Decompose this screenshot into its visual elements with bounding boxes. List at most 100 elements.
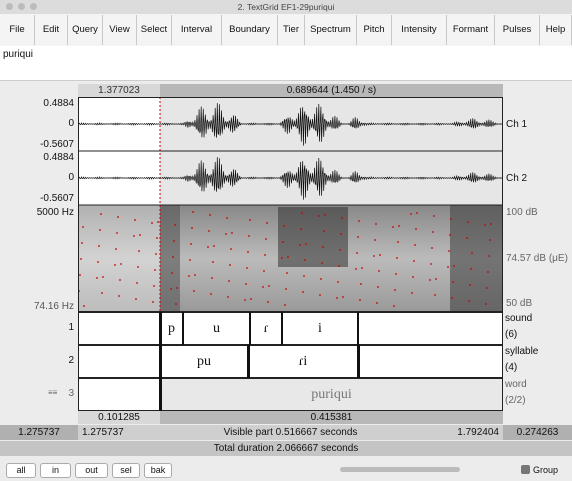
formant-dot (324, 214, 326, 216)
formant-dot (450, 218, 452, 220)
button[interactable]: out (75, 463, 108, 478)
ch2-max: 0.4884 (0, 152, 74, 163)
menu-item[interactable]: File (0, 15, 35, 45)
formant-dot (134, 219, 136, 221)
formant-dot (81, 242, 83, 244)
formant-dot (415, 228, 417, 230)
menu-item[interactable]: Help (540, 15, 572, 45)
boundary[interactable] (247, 345, 250, 378)
formant-dot (188, 275, 190, 277)
formant-dot (301, 212, 303, 214)
tier-number[interactable]: 1 (0, 322, 74, 333)
time-bottom-selection: 0.415381 (160, 412, 503, 423)
text-field[interactable] (0, 46, 572, 81)
formant-dot (247, 251, 249, 253)
interval-label[interactable]: u (183, 312, 250, 345)
time-selection: 0.689644 (1.450 / s) (160, 85, 503, 96)
formant-dot (373, 255, 375, 257)
ch1-zero: 0 (0, 118, 74, 129)
menu-item[interactable]: Tier (278, 15, 305, 45)
formant-dot (138, 250, 140, 252)
menu-item[interactable]: Formant (447, 15, 495, 45)
formant-dot (263, 270, 265, 272)
tier-number[interactable]: 3 (0, 388, 74, 399)
formant-dot (284, 304, 286, 306)
tier-count: (6) (505, 329, 517, 340)
tier-left-cell[interactable] (78, 312, 161, 345)
interval-label[interactable]: p (160, 312, 183, 345)
formant-dot (249, 219, 251, 221)
menu-item[interactable]: Query (68, 15, 103, 45)
formant-dot (411, 292, 413, 294)
menu-item[interactable]: Pulses (495, 15, 540, 45)
formant-dot (231, 232, 233, 234)
menu-item[interactable]: Interval (172, 15, 222, 45)
formant-dot (449, 234, 451, 236)
formant-dot (393, 305, 395, 307)
formant-dot (359, 299, 361, 301)
interval-label[interactable]: ɾ (250, 312, 282, 345)
boundary[interactable] (159, 378, 162, 411)
formant-dot (157, 221, 159, 223)
tier-left-cell[interactable] (78, 345, 161, 378)
boundary[interactable] (182, 312, 184, 345)
formant-dot (137, 266, 139, 268)
boundary[interactable] (357, 345, 360, 378)
tier-count: (4) (505, 362, 517, 373)
formant-dot (190, 243, 192, 245)
button[interactable]: bak (144, 463, 172, 478)
text-field-content: puriqui (3, 49, 33, 60)
formant-dot (250, 298, 252, 300)
visible-end: 1.792404 (400, 427, 499, 438)
menu-item[interactable]: Pitch (357, 15, 392, 45)
scrollbar[interactable] (340, 467, 460, 472)
formant-dot (262, 286, 264, 288)
formant-dot (453, 265, 455, 267)
menu-item[interactable]: View (103, 15, 137, 45)
formant-dot (245, 283, 247, 285)
boundary[interactable] (357, 312, 359, 345)
interval-label[interactable]: pu (160, 345, 248, 378)
formant-dot (394, 289, 396, 291)
formant-dot (361, 267, 363, 269)
boundary[interactable] (159, 345, 162, 378)
formant-dot (486, 287, 488, 289)
interval-label[interactable]: puriqui (160, 378, 503, 411)
tier-number[interactable]: 2 (0, 355, 74, 366)
group-checkbox[interactable] (521, 465, 530, 474)
ch2-zero: 0 (0, 172, 74, 183)
boundary[interactable] (159, 312, 162, 345)
button[interactable]: in (40, 463, 71, 478)
formant-dot (355, 268, 357, 270)
formant-dot (264, 254, 266, 256)
formant-dot (98, 245, 100, 247)
formant-dot (452, 281, 454, 283)
formant-dot (357, 236, 359, 238)
formant-dot (377, 286, 379, 288)
menu-item[interactable]: Spectrum (305, 15, 357, 45)
formant-dot (79, 274, 81, 276)
tier-name: syllable (505, 346, 538, 357)
interval-label[interactable]: i (282, 312, 358, 345)
formant-dot (207, 246, 209, 248)
formant-dot (286, 272, 288, 274)
formant-dot (244, 299, 246, 301)
interval-label[interactable]: ɾi (248, 345, 358, 378)
button[interactable]: all (6, 463, 36, 478)
menu-item[interactable]: Intensity (392, 15, 447, 45)
formant-dot (133, 235, 135, 237)
menu-item[interactable]: Select (137, 15, 172, 45)
button[interactable]: sel (112, 463, 140, 478)
boundary[interactable] (249, 312, 251, 345)
menu-item[interactable]: Boundary (222, 15, 278, 45)
formant-dot (209, 214, 211, 216)
window-title: 2. TextGrid EF1-29puriqui (0, 2, 572, 12)
ch1-label[interactable]: Ch 1 (506, 119, 527, 130)
ch2-label[interactable]: Ch 2 (506, 173, 527, 184)
tier-left-cell[interactable] (78, 378, 161, 411)
formant-dot (342, 296, 344, 298)
formant-dot (225, 233, 227, 235)
formant-dot (82, 226, 84, 228)
boundary[interactable] (281, 312, 283, 345)
menu-item[interactable]: Edit (35, 15, 68, 45)
